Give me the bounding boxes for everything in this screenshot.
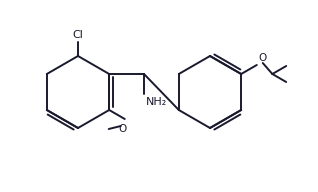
Text: O: O: [259, 53, 267, 63]
Text: Cl: Cl: [73, 30, 83, 40]
Text: O: O: [119, 124, 127, 134]
Text: NH₂: NH₂: [146, 97, 167, 107]
